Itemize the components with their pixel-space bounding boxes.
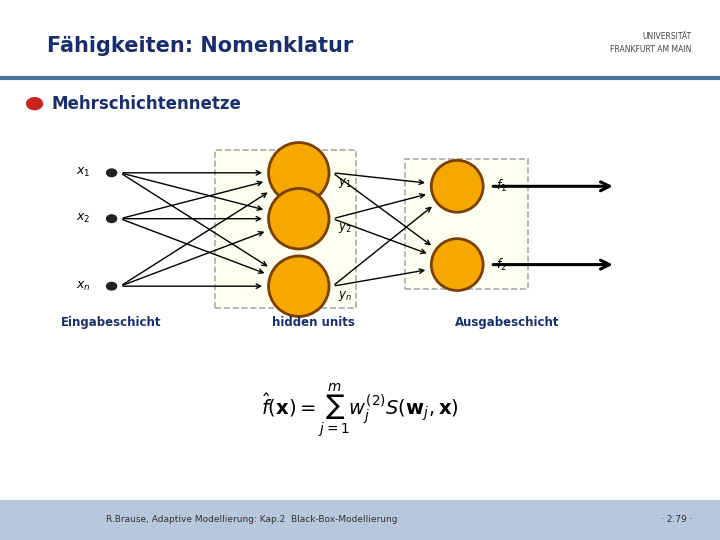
FancyBboxPatch shape	[405, 159, 528, 289]
Ellipse shape	[269, 256, 329, 316]
Bar	[0, 500, 720, 540]
Ellipse shape	[431, 160, 483, 212]
Ellipse shape	[269, 143, 329, 203]
Circle shape	[107, 169, 117, 177]
Text: $f_2$: $f_2$	[496, 256, 507, 273]
Text: $y_n$: $y_n$	[338, 289, 351, 303]
Text: Eingabeschicht: Eingabeschicht	[61, 316, 162, 329]
Circle shape	[107, 215, 117, 222]
Text: $x_1$: $x_1$	[76, 166, 91, 179]
Text: UNIVERSITÄT
FRANKFURT AM MAIN: UNIVERSITÄT FRANKFURT AM MAIN	[610, 32, 691, 54]
Ellipse shape	[269, 188, 329, 249]
Circle shape	[27, 98, 42, 110]
Text: $x_2$: $x_2$	[76, 212, 91, 225]
Text: R.Brause, Adaptive Modellierung: Kap.2  Black-Box-Modellierung: R.Brause, Adaptive Modellierung: Kap.2 B…	[107, 515, 397, 524]
Text: · 2.79 ·: · 2.79 ·	[661, 515, 693, 524]
Text: $y_1$: $y_1$	[338, 176, 351, 190]
Text: Mehrschichtennetze: Mehrschichtennetze	[52, 94, 242, 113]
Text: $f_1$: $f_1$	[496, 178, 507, 194]
Text: Fähigkeiten: Nomenklatur: Fähigkeiten: Nomenklatur	[47, 36, 353, 56]
Text: $x_n$: $x_n$	[76, 280, 91, 293]
Text: hidden units: hidden units	[271, 316, 355, 329]
Ellipse shape	[431, 239, 483, 291]
FancyBboxPatch shape	[215, 150, 356, 308]
Text: Ausgabeschicht: Ausgabeschicht	[455, 316, 560, 329]
Text: $\hat{f}\left(\mathbf{x}\right)=\sum_{j=1}^{m}w_j^{(2)}S\left(\mathbf{w}_j,\math: $\hat{f}\left(\mathbf{x}\right)=\sum_{j=…	[261, 381, 459, 440]
Circle shape	[107, 282, 117, 290]
Text: $y_2$: $y_2$	[338, 221, 351, 235]
